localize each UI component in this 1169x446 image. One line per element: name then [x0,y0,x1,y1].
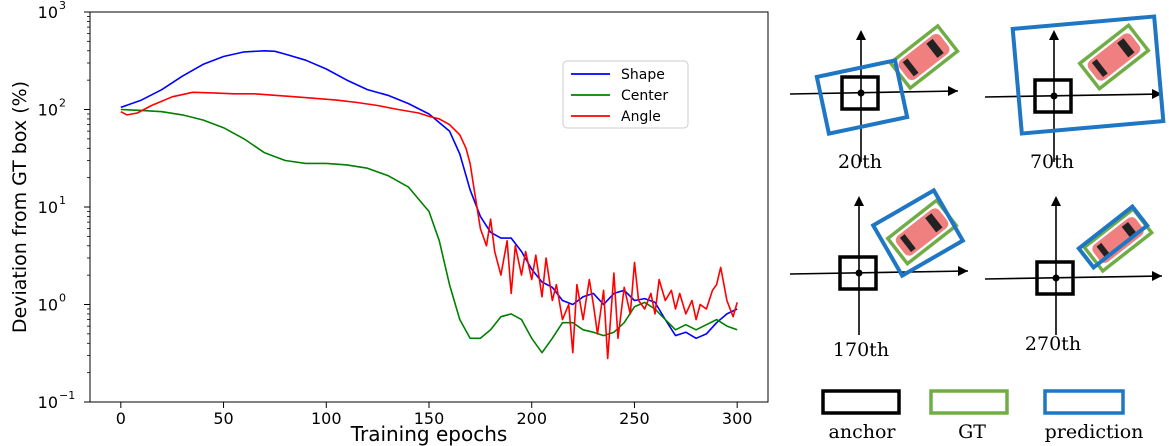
diagram-panel-4: 270th [984,196,1163,355]
diagram-panel-1: 20th [789,23,960,173]
x-tick-label: 250 [619,409,650,428]
series-lines [120,50,738,360]
arrowhead [1051,196,1061,206]
y-tick-exponent: 0 [59,292,66,305]
gt-box [1077,22,1151,92]
legend-label-shape: Shape [621,67,665,83]
panel-label: 70th [1030,151,1074,173]
anchor-center-dot [1050,92,1058,100]
car-icon [888,23,960,91]
anchor-center-dot [855,269,863,277]
legend-text-prediction: prediction [1045,421,1144,443]
chart-legend: Shape Center Angle [562,60,689,129]
x-axis-ticks: 0 50 100 150 200 250 300 [116,402,753,428]
y-tick-base: 10 [38,3,58,22]
series-line-center [120,108,738,354]
prediction-box [1010,14,1166,136]
y-tick-base: 10 [38,296,58,315]
legend-frame [562,60,689,129]
y-tick-exponent: 2 [59,97,66,110]
panel-label: 170th [833,339,889,361]
y-tick-base: 10 [38,393,58,412]
prediction-box [870,187,966,279]
anchor-center-dot [1052,274,1060,282]
series-line-angle [120,91,738,360]
training-progress-diagram: 20th 70th 170th 270th anchor GT prediction [789,14,1166,443]
legend-label-center: Center [621,88,668,104]
y-tick-label: 10 [38,198,58,217]
arrowhead [948,86,958,96]
legend-label-angle: Angle [621,109,661,125]
car-windshield [1117,38,1135,58]
legend-box-GT [929,389,1009,415]
y-tick-base: 10 [38,198,58,217]
diagram-legend: anchor GT prediction [821,389,1144,443]
panel-label: 20th [838,151,882,173]
x-arrow [789,270,969,275]
x-tick-label: 200 [516,409,547,428]
car-rear-window [1091,59,1108,78]
panel-label: 270th [1025,333,1081,355]
y-tick-base: 10 [38,101,58,120]
x-tick-label: 50 [213,409,233,428]
arrowhead [854,196,864,206]
car-rear-window [902,58,919,77]
car-rear-window [899,234,916,253]
y-tick-exponent: 1 [59,194,66,207]
x-arrow [789,90,959,95]
x-axis-label: Training epochs [350,422,508,446]
legend-box-prediction [1043,389,1125,415]
prediction-box [1076,203,1150,271]
diagram-panel-2: 70th [984,14,1166,173]
legend-box-anchor [821,389,901,415]
anchor-box [1033,78,1073,114]
y-axis-label: Deviation from GT box (%) [9,81,31,333]
x-tick-label: 0 [116,409,126,428]
x-arrow [984,93,1163,98]
x-tick-label: 300 [722,409,753,428]
car-body [898,33,950,81]
anchor-box [838,255,878,291]
arrowhead [1152,89,1162,99]
arrowhead [1049,30,1059,40]
arrowhead [958,266,968,276]
y-tick-label: 10 [38,296,58,315]
y-tick-label: 10 [38,101,58,120]
y-tick-label: 10 [38,393,58,412]
y-tick-exponent: −1 [59,389,75,402]
arrowhead [856,30,866,40]
y-tick-exponent: 3 [59,0,66,12]
car-windshield [926,38,944,58]
x-tick-label: 100 [311,409,342,428]
y-tick-label: 10 [38,3,58,22]
arrowhead [1152,271,1162,281]
car-windshield [925,213,943,233]
prediction-box [814,57,910,137]
series-line-shape [120,50,738,340]
legend-text-GT: GT [958,421,986,443]
car-icon [1077,22,1151,92]
x-tick-label: 150 [414,409,445,428]
anchor-center-dot [857,89,865,97]
legend-text-anchor: anchor [829,421,897,443]
diagram-panel-3: 170th [789,187,969,361]
anchor-box [1035,260,1075,296]
anchor-box [840,75,880,111]
